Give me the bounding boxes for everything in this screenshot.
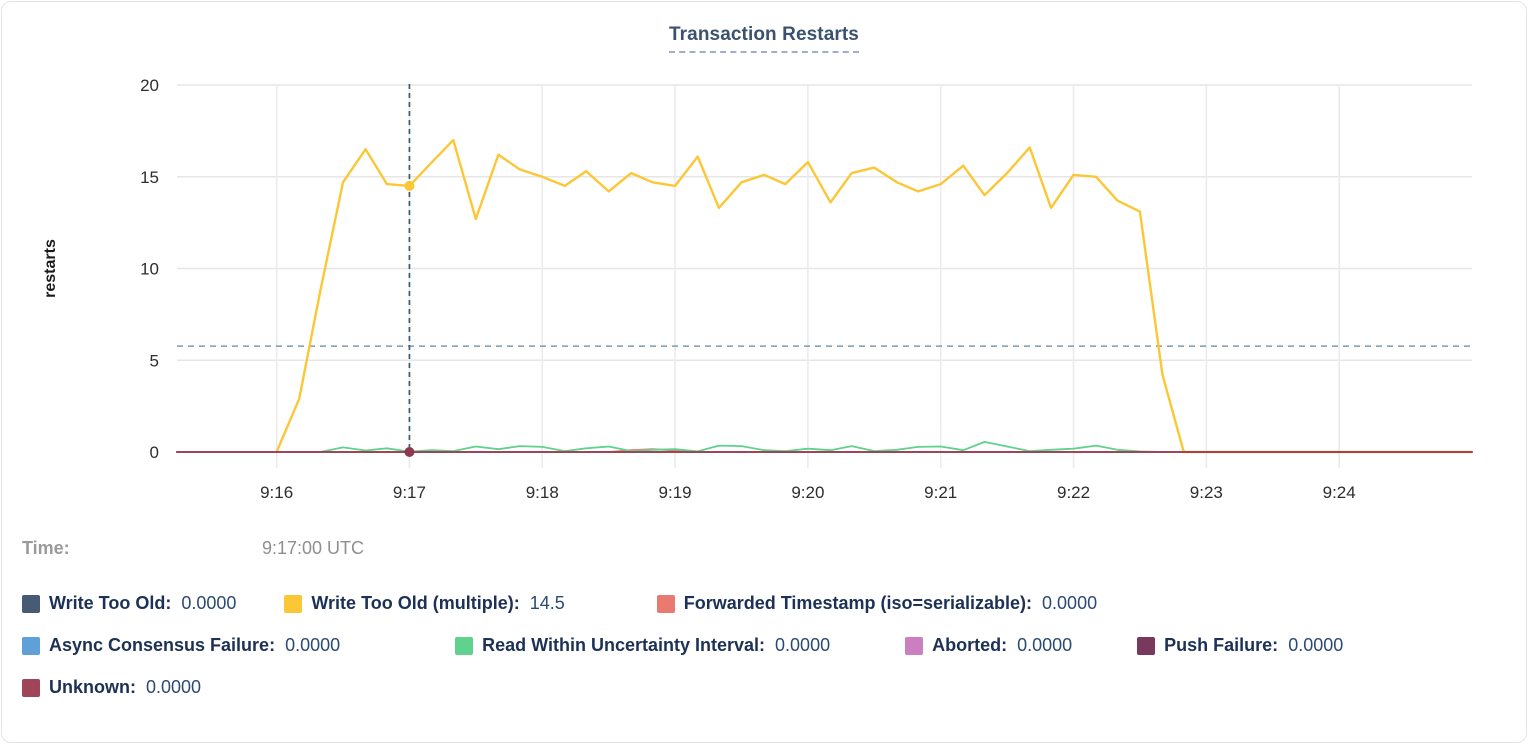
chart-area: 0 5 10 15 20 9:16 9:17 9:18 9:19 9:20 9:21 9:22 9:23… (2, 2, 1527, 520)
x-grid-and-ticks: 9:16 9:17 9:18 9:19 9:20 9:21 9:22 9:23 9:24 (260, 85, 1356, 502)
legend-label: Aborted: (932, 635, 1008, 655)
legend-value: 0.0000 (1017, 635, 1073, 655)
hover-time-row: Time: 9:17:00 UTC (22, 538, 364, 559)
y-grid-and-ticks: 0 5 10 15 20 (140, 76, 1472, 462)
x-tick-label: 9:18 (526, 483, 559, 502)
legend-label: Write Too Old: (49, 593, 172, 613)
chart-legend: Write Too Old: 0.0000 Write Too Old (multi… (22, 593, 1506, 719)
legend-label: Forwarded Timestamp (iso=serializable): (683, 593, 1033, 613)
hover-time-label: Time: (22, 538, 70, 558)
legend-item-async-consensus-failure: Async Consensus Failure: 0.0000 (22, 635, 340, 656)
x-tick-label: 9:21 (924, 483, 957, 502)
y-axis-title: restarts (42, 239, 59, 298)
y-tick-label: 10 (140, 260, 159, 279)
hover-marker-unknown (404, 447, 415, 457)
legend-value: 0.0000 (146, 677, 202, 697)
legend-item-forwarded-timestamp-iso-serializable: Forwarded Timestamp (iso=serializable): 0… (656, 593, 1098, 614)
legend-swatch-write-too-old-multiple (284, 594, 303, 613)
legend-swatch-async-consensus-failure (22, 636, 40, 655)
x-tick-label: 9:23 (1190, 483, 1223, 502)
legend-label: Async Consensus Failure: (49, 635, 276, 655)
cursor-markers (404, 180, 415, 457)
legend-swatch-forwarded-timestamp-iso-serializable (656, 594, 675, 613)
x-tick-label: 9:20 (791, 483, 824, 502)
x-tick-label: 9:19 (659, 483, 692, 502)
legend-item-write-too-old: Write Too Old: 0.0000 (22, 593, 236, 614)
x-tick-label: 9:16 (260, 483, 293, 502)
x-tick-label: 9:24 (1323, 483, 1356, 502)
y-tick-label: 20 (140, 76, 159, 95)
legend-value: 0.0000 (775, 635, 831, 655)
legend-label: Read Within Uncertainty Interval: (482, 635, 766, 655)
chart-title[interactable]: Transaction Restarts (669, 24, 859, 53)
legend-row: Async Consensus Failure: 0.0000 Read Withi… (22, 635, 1506, 656)
chart-canvas[interactable]: 0 5 10 15 20 9:16 9:17 9:18 9:19 9:20 9:21 9:22 9:23… (2, 2, 1527, 520)
series-line-read-within-uncertainty-interval (176, 440, 1473, 453)
y-tick-label: 5 (150, 351, 159, 370)
legend-label: Unknown: (49, 677, 136, 697)
series-line-write-too-old-multiple (275, 138, 1474, 454)
hover-time-value: 9:17:00 UTC (262, 538, 365, 558)
legend-item-write-too-old-multiple: Write Too Old (multiple): 14.5 (284, 593, 565, 614)
legend-row: Unknown: 0.0000 (22, 677, 1506, 698)
x-tick-label: 9:22 (1057, 483, 1090, 502)
x-tick-label: 9:17 (393, 483, 426, 502)
legend-swatch-aborted (905, 636, 924, 655)
legend-item-read-within-uncertainty-interval: Read Within Uncertainty Interval: 0.0000 (455, 635, 830, 656)
chart-title-wrap: Transaction Restarts (2, 24, 1526, 53)
y-tick-label: 15 (140, 168, 159, 187)
legend-value: 0.0000 (181, 593, 237, 613)
legend-swatch-unknown (22, 678, 40, 697)
y-tick-label: 0 (150, 443, 159, 462)
legend-swatch-push-failure (1137, 636, 1156, 655)
legend-value: 14.5 (529, 593, 565, 613)
legend-label: Write Too Old (multiple): (311, 593, 520, 613)
legend-swatch-read-within-uncertainty-interval (455, 636, 474, 655)
hover-marker-write-too-old-multiple (404, 180, 415, 191)
legend-item-aborted: Aborted: 0.0000 (905, 635, 1072, 656)
legend-value: 0.0000 (1288, 635, 1344, 655)
legend-label: Push Failure: (1164, 635, 1279, 655)
legend-value: 0.0000 (285, 635, 341, 655)
legend-item-unknown: Unknown: 0.0000 (22, 677, 201, 698)
legend-item-push-failure: Push Failure: 0.0000 (1137, 635, 1343, 656)
legend-row: Write Too Old: 0.0000 Write Too Old (multi… (22, 593, 1506, 614)
legend-swatch-write-too-old (22, 594, 40, 613)
legend-value: 0.0000 (1042, 593, 1098, 613)
